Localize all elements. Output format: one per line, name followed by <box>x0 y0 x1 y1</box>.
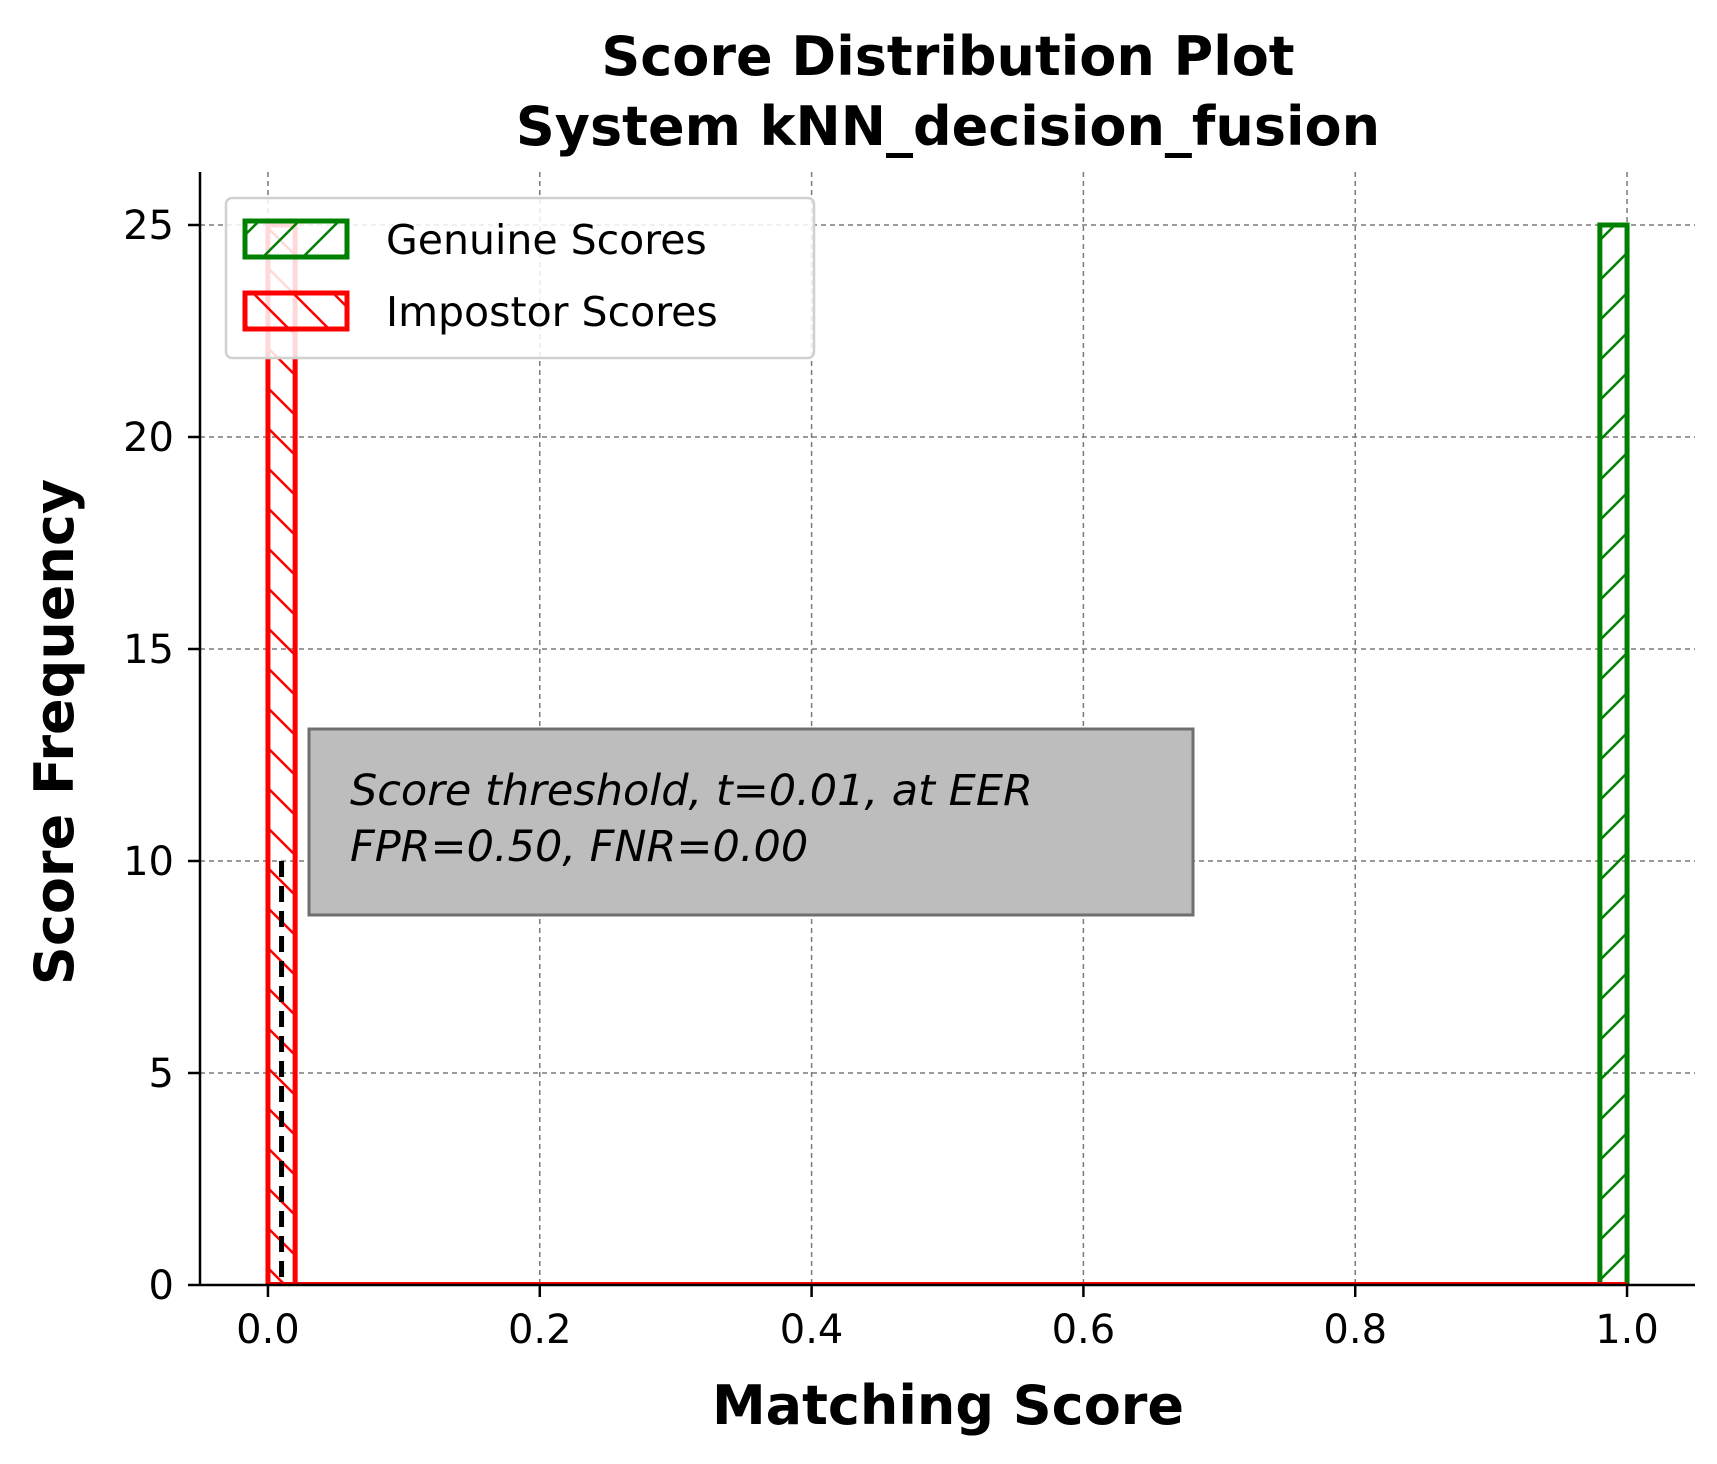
y-axis-label: Score Frequency <box>23 479 86 985</box>
legend-swatch-impostor <box>242 290 350 332</box>
x-tick-label: 0.6 <box>1052 1307 1116 1353</box>
histogram-outline-genuine <box>1597 222 1630 1285</box>
x-tick-label: 1.0 <box>1595 1307 1659 1353</box>
y-tick-label: 5 <box>149 1051 174 1097</box>
legend-label-impostor: Impostor Scores <box>386 288 718 336</box>
legend-label-genuine: Genuine Scores <box>386 216 707 264</box>
chart-title: Score Distribution Plot <box>601 25 1294 88</box>
y-tick-label: 15 <box>123 627 174 673</box>
y-tick-label: 10 <box>123 839 174 885</box>
x-tick-label: 0.0 <box>236 1307 300 1353</box>
x-ticks: 0.0 0.2 0.4 0.6 0.8 1.0 <box>236 1285 1659 1353</box>
annotation-box: Score threshold, t=0.01, at EER FPR=0.50… <box>307 727 1195 917</box>
y-tick-label: 20 <box>123 415 174 461</box>
y-tick-label: 0 <box>149 1263 174 1309</box>
annotation-line-1: Score threshold, t=0.01, at EER <box>350 766 1033 816</box>
histogram-bar-fill-impostor <box>267 225 296 1285</box>
x-axis-label: Matching Score <box>712 1374 1184 1437</box>
axes <box>198 172 1695 1287</box>
legend-frame <box>224 196 816 360</box>
histogram-bar-fill-genuine <box>1599 225 1628 1285</box>
y-tick-label: 25 <box>123 203 174 249</box>
annotation-line-2: FPR=0.50, FNR=0.00 <box>350 822 808 872</box>
legend-swatch-genuine <box>242 218 350 260</box>
y-ticks: 0 5 10 15 20 25 <box>123 203 200 1309</box>
x-tick-label: 0.8 <box>1323 1307 1387 1353</box>
annotation-background <box>307 727 1195 917</box>
chart-subtitle: System kNN_decision_fusion <box>516 95 1380 158</box>
legend: Genuine Scores Impostor Scores <box>224 196 816 360</box>
x-tick-label: 0.4 <box>780 1307 844 1353</box>
x-tick-label: 0.2 <box>508 1307 572 1353</box>
